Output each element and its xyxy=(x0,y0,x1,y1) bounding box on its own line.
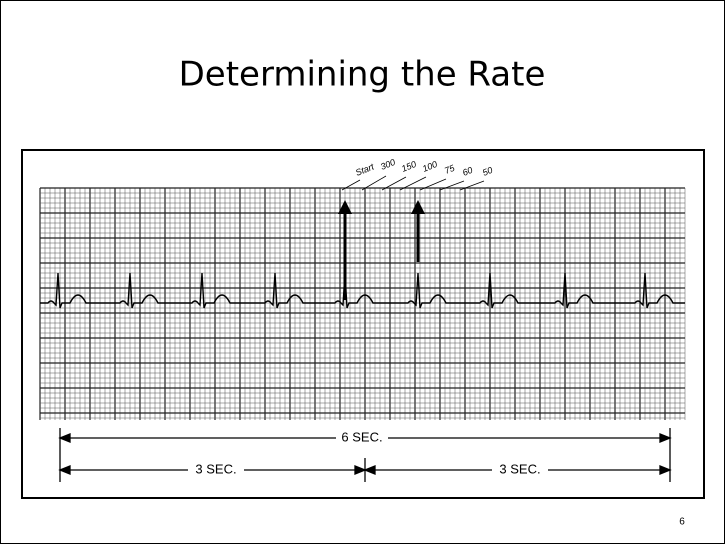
page-number: 6 xyxy=(679,517,685,528)
arrow-head xyxy=(58,465,71,475)
label-bg xyxy=(188,461,244,478)
arrow-head xyxy=(363,465,376,475)
arrow-head xyxy=(338,200,352,214)
slide-title: Determining the Rate xyxy=(179,55,546,95)
label-bg xyxy=(492,461,548,478)
rate-label: 60 xyxy=(461,165,474,178)
arrow-head xyxy=(58,433,71,443)
rate-label: 50 xyxy=(481,165,494,178)
rate-arrows xyxy=(338,200,425,300)
three-sec-label: 3 SEC. xyxy=(195,461,236,476)
rate-leader xyxy=(341,175,485,191)
arrow-head xyxy=(659,433,672,443)
arrow-head xyxy=(411,200,425,214)
arrow-head xyxy=(354,465,367,475)
label-bg xyxy=(336,429,388,446)
six-sec-label: 6 SEC. xyxy=(341,429,382,444)
arrow-head xyxy=(659,465,672,475)
three-sec-label: 3 SEC. xyxy=(499,461,540,476)
ecg-grid xyxy=(39,187,686,420)
rate-label: 75 xyxy=(443,162,457,175)
